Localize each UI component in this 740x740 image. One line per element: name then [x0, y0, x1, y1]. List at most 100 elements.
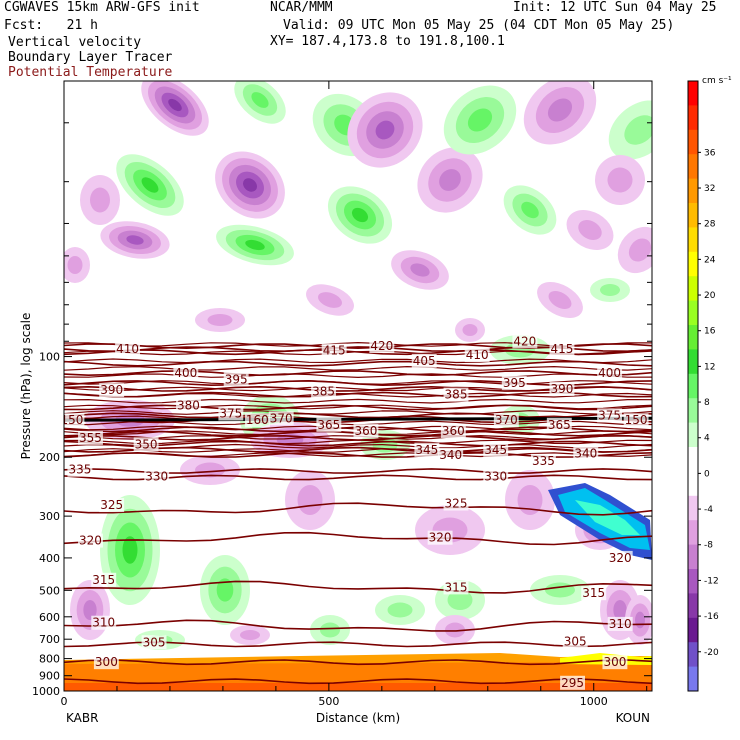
w-blob [462, 324, 478, 336]
contour-label-bg [311, 384, 337, 399]
theta-contour-300 [64, 659, 652, 666]
contour-label: 420 [370, 339, 393, 353]
w-blob [351, 207, 369, 223]
contour-label-bg [115, 342, 141, 357]
y-tick-label: 600 [39, 611, 60, 624]
contour-label: 310 [92, 616, 115, 630]
w-blob [195, 462, 225, 478]
contour-label: 400 [174, 366, 197, 380]
theta-contour-350 [64, 440, 652, 447]
w-blob [245, 239, 265, 251]
contour-label-bg [438, 448, 464, 463]
colorbar-label: 16 [704, 327, 716, 337]
y-tick-label: 900 [39, 670, 60, 683]
contour-label: 370 [495, 413, 518, 427]
contour-label-bg [67, 462, 93, 477]
y-tick-label: 300 [39, 510, 60, 523]
colorbar-swatch [688, 373, 698, 399]
contour-label: 335 [68, 463, 91, 477]
w-blob [141, 177, 159, 193]
w-blob [387, 602, 413, 618]
colorbar-swatch [688, 617, 698, 643]
contour-label-bg [411, 353, 437, 368]
w-blob [578, 220, 602, 240]
contour-label-bg [99, 383, 125, 398]
theta-contour [64, 392, 652, 398]
theta-contour [64, 365, 652, 371]
contour-label: 295 [561, 676, 584, 690]
colorbar-label: -16 [704, 612, 719, 622]
w-blob [439, 169, 461, 191]
plot-frame [63, 80, 653, 692]
w-blob [168, 98, 182, 112]
contour-label-bg [597, 366, 623, 381]
field-vertical-velocity: Vertical velocity [8, 35, 142, 50]
contour-label-bg [427, 530, 453, 545]
contour-label-bg [493, 413, 519, 428]
contour-label-bg [321, 343, 347, 358]
contour-label-bg [78, 533, 103, 548]
contour-label-bg [581, 586, 607, 601]
organization: NCAR/MMM [270, 0, 333, 15]
field-potential-temperature: Potential Temperature [8, 65, 173, 80]
contour-label-bg [268, 411, 294, 426]
field-boundary-layer-tracer: Boundary Layer Tracer [8, 50, 173, 65]
contour-label-bg [443, 387, 469, 402]
theta-contour [64, 358, 652, 364]
contour-label: 420 [513, 334, 536, 348]
contour-label: 385 [445, 388, 468, 402]
colorbar-swatch [688, 276, 698, 302]
y-tick-label: 500 [39, 584, 60, 597]
colorbar-swatch [688, 447, 698, 472]
cross-section-endpoints: XY= 187.4,173.8 to 191.8,100.1 [270, 34, 505, 49]
contour-label: 325 [445, 496, 468, 510]
contour-label-bg [176, 398, 201, 413]
contour-label: 330 [484, 469, 507, 483]
y-tick-label: 100 [39, 351, 60, 364]
theta-contour-325 [64, 502, 652, 516]
contour-label-bg [501, 376, 527, 391]
w-blob [547, 98, 573, 122]
contour-label: 415 [550, 342, 573, 356]
w-blob [297, 485, 323, 515]
w-blob [251, 92, 269, 108]
w-blob [240, 630, 260, 640]
contour-label: 320 [79, 534, 102, 548]
vertical-velocity-shading [64, 81, 652, 691]
colorbar-swatch [688, 349, 698, 375]
contour-label-bg [99, 498, 125, 513]
contour-label: 330 [145, 469, 168, 483]
colorbar-swatch [688, 666, 698, 692]
w-blob [318, 292, 342, 308]
contour-label: 365 [548, 418, 571, 432]
colorbar-swatch [688, 154, 698, 180]
colorbar-label: 24 [704, 255, 716, 265]
theta-contour [64, 448, 652, 453]
theta-contour-295 [64, 678, 652, 685]
contour-label: 360 [442, 424, 465, 438]
colorbar-swatch [688, 129, 698, 155]
w-blob [320, 622, 340, 638]
colorbar-swatch [688, 495, 698, 521]
contour-label: 410 [466, 348, 489, 362]
colorbar-label: -8 [704, 541, 713, 551]
w-blob [67, 256, 83, 274]
w-blob [521, 201, 539, 219]
w-blob [243, 178, 257, 192]
w-blob [122, 536, 138, 564]
contour-labels: 410 415 420 405 410 420 415 400 395 390 385 385 395 3… [64, 334, 649, 690]
contour-label: 365 [317, 418, 340, 432]
contour-label-bg [573, 446, 599, 461]
contour-label-bg [91, 615, 117, 630]
contour-label: 160 [246, 413, 269, 427]
contour-label: 400 [598, 366, 621, 380]
end-station-label: KOUN [616, 711, 650, 725]
contour-label: 315 [445, 580, 468, 594]
colorbar-swatch [688, 520, 698, 546]
w-blob [467, 108, 493, 132]
contour-label: 390 [550, 382, 573, 396]
w-blob [126, 235, 144, 245]
contour-label: 305 [564, 634, 587, 648]
y-tick-label: 400 [39, 552, 60, 565]
